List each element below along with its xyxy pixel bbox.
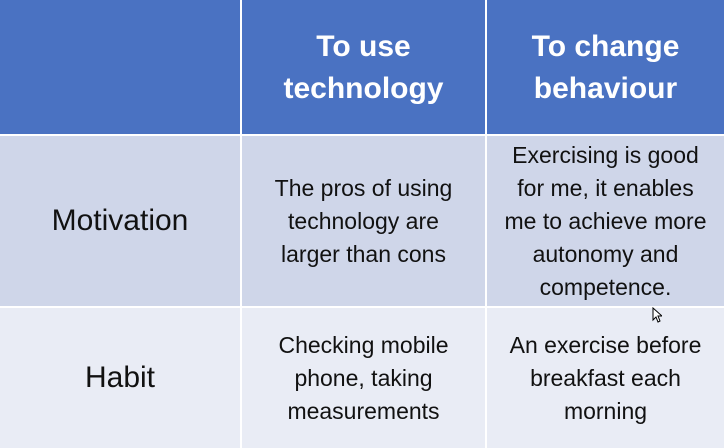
- header-cell-change-behaviour: To change behaviour: [487, 0, 724, 136]
- habit-change-behaviour-cell: An exercise before breakfast each mornin…: [487, 308, 724, 448]
- habit-use-technology-cell: Checking mobile phone, taking measuremen…: [242, 308, 487, 448]
- motivation-change-behaviour-cell: Exercising is good for me, it enables me…: [487, 136, 724, 308]
- motivation-use-technology-cell: The pros of using technology are larger …: [242, 136, 487, 308]
- row-label-motivation: Motivation: [0, 136, 242, 308]
- row-label-habit: Habit: [0, 308, 242, 448]
- header-cell-empty: [0, 0, 242, 136]
- header-cell-use-technology: To use technology: [242, 0, 487, 136]
